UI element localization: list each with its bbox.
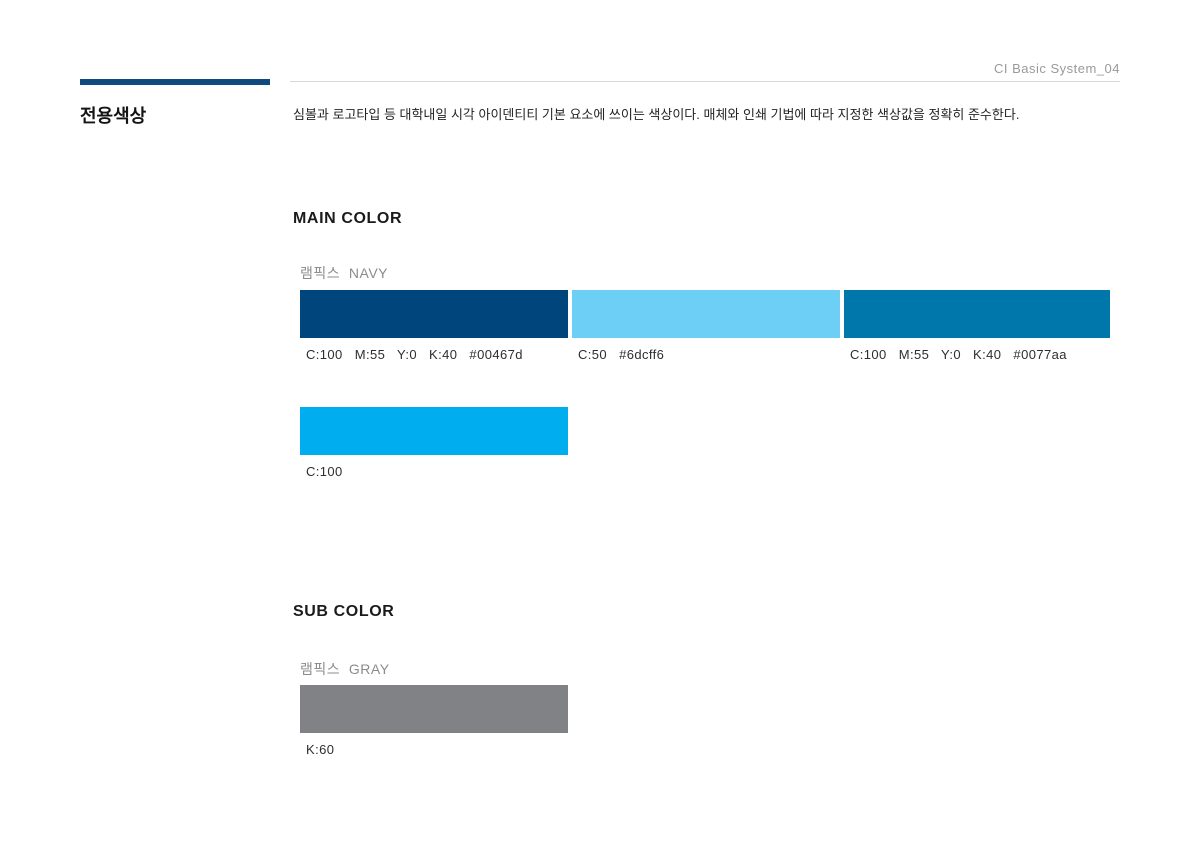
section-description: 심볼과 로고타입 등 대학내일 시각 아이덴티티 기본 요소에 쓰이는 색상이다… bbox=[293, 107, 1020, 122]
accent-bar bbox=[80, 79, 270, 85]
header-divider bbox=[290, 81, 1120, 82]
document-code-label: CI Basic System_04 bbox=[993, 61, 1120, 76]
swatch-cell-lightblue: C:50 #6dcff6 bbox=[572, 290, 840, 362]
lightblue-swatch-values: C:50 #6dcff6 bbox=[578, 347, 665, 362]
bluegreen-swatch bbox=[844, 290, 1110, 338]
bluegreen-swatch-values: C:100 M:55 Y:0 K:40 #0077aa bbox=[850, 347, 1067, 362]
cyan-swatch bbox=[300, 407, 568, 455]
gray-swatch-values: K:60 bbox=[306, 742, 335, 757]
sub-color-swatch-row: K:60 bbox=[300, 685, 568, 757]
swatch-cell-cyan: C:100 bbox=[300, 407, 568, 479]
lightblue-swatch bbox=[572, 290, 840, 338]
navy-group-label: 램픽스 NAVY bbox=[300, 265, 389, 281]
main-color-swatch-row-2: C:100 bbox=[300, 407, 568, 479]
gray-swatch bbox=[300, 685, 568, 733]
navy-swatch bbox=[300, 290, 568, 338]
swatch-cell-bluegreen: C:100 M:55 Y:0 K:40 #0077aa bbox=[844, 290, 1110, 362]
cyan-swatch-values: C:100 bbox=[306, 464, 343, 479]
main-color-swatch-row: C:100 M:55 Y:0 K:40 #00467d C:50 #6dcff6… bbox=[300, 290, 1110, 362]
page-title: 전용색상 bbox=[80, 106, 147, 126]
gray-group-label: 램픽스 GRAY bbox=[300, 661, 390, 677]
swatch-cell-gray: K:60 bbox=[300, 685, 568, 757]
main-color-heading: MAIN COLOR bbox=[293, 210, 403, 227]
sub-color-heading: SUB COLOR bbox=[293, 603, 395, 620]
navy-swatch-values: C:100 M:55 Y:0 K:40 #00467d bbox=[306, 347, 523, 362]
swatch-cell-navy: C:100 M:55 Y:0 K:40 #00467d bbox=[300, 290, 568, 362]
